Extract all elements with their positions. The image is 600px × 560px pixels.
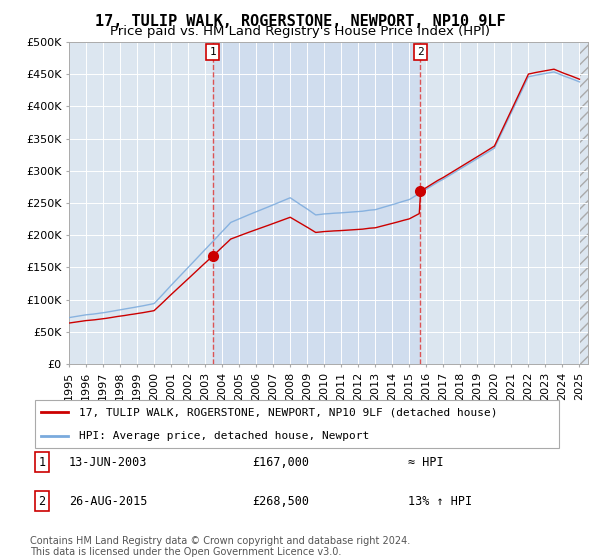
Text: 13% ↑ HPI: 13% ↑ HPI	[408, 494, 472, 508]
Text: 13-JUN-2003: 13-JUN-2003	[69, 455, 148, 469]
Text: ≈ HPI: ≈ HPI	[408, 455, 443, 469]
Text: 1: 1	[209, 47, 216, 57]
Bar	[580, 42, 588, 364]
Text: 2: 2	[417, 47, 424, 57]
Text: 2: 2	[38, 494, 46, 508]
Text: HPI: Average price, detached house, Newport: HPI: Average price, detached house, Newp…	[79, 431, 369, 441]
Text: £268,500: £268,500	[252, 494, 309, 508]
Text: 26-AUG-2015: 26-AUG-2015	[69, 494, 148, 508]
Text: 17, TULIP WALK, ROGERSTONE, NEWPORT, NP10 9LF: 17, TULIP WALK, ROGERSTONE, NEWPORT, NP1…	[95, 14, 505, 29]
Text: 1: 1	[38, 455, 46, 469]
Text: Contains HM Land Registry data © Crown copyright and database right 2024.
This d: Contains HM Land Registry data © Crown c…	[30, 535, 410, 557]
Text: £167,000: £167,000	[252, 455, 309, 469]
Text: Price paid vs. HM Land Registry's House Price Index (HPI): Price paid vs. HM Land Registry's House …	[110, 25, 490, 38]
Text: 17, TULIP WALK, ROGERSTONE, NEWPORT, NP10 9LF (detached house): 17, TULIP WALK, ROGERSTONE, NEWPORT, NP1…	[79, 408, 497, 418]
Bar	[212, 42, 421, 364]
